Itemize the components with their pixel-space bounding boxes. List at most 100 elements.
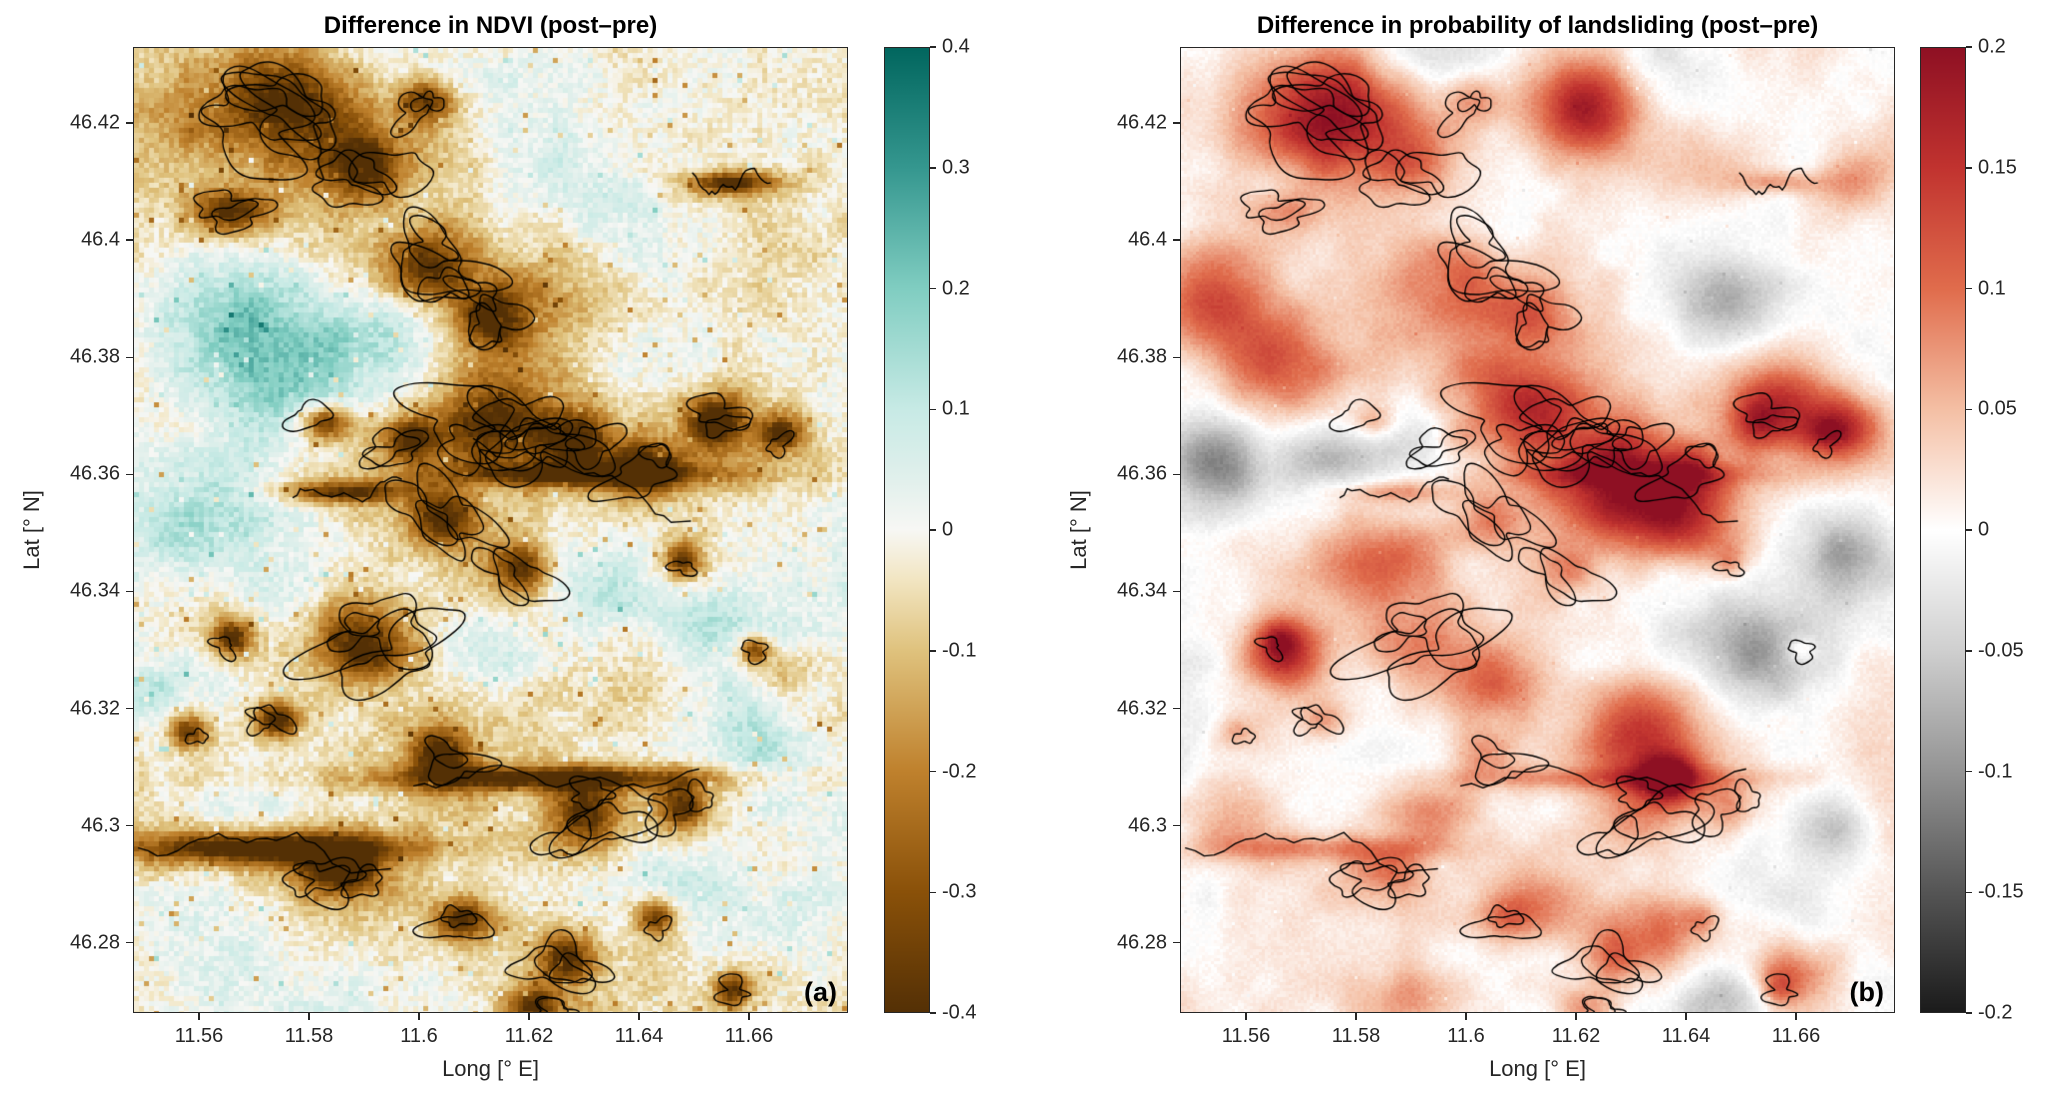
x-tick-label: 11.62 xyxy=(1551,1025,1601,1047)
y-tick-mark xyxy=(126,590,133,593)
x-tick-mark xyxy=(528,1013,530,1020)
y-tick-mark xyxy=(126,239,133,241)
x-tick-mark xyxy=(1355,1013,1357,1020)
colorbar-tick-mark xyxy=(1966,287,1972,290)
y-tick-mark xyxy=(1173,824,1180,827)
y-tick-mark xyxy=(1173,239,1180,241)
y-tick-mark xyxy=(126,824,133,827)
panel-a-map: (a) xyxy=(133,47,848,1013)
colorbar-tick-label: -0.3 xyxy=(942,880,977,903)
y-tick-mark xyxy=(126,941,133,944)
colorbar-tick-label: -0.1 xyxy=(942,639,977,662)
y-tick-label: 46.42 xyxy=(69,111,120,134)
colorbar-tick-mark xyxy=(930,770,936,773)
x-tick-mark xyxy=(1575,1013,1577,1020)
x-tick-label: 11.62 xyxy=(504,1025,554,1047)
y-tick-label: 46.36 xyxy=(69,462,120,485)
y-tick-label: 46.34 xyxy=(69,579,120,602)
colorbar-tick-mark xyxy=(1966,408,1972,410)
y-tick-mark xyxy=(1173,473,1180,476)
colorbar-tick-label: -0.15 xyxy=(1978,880,2024,903)
y-tick-label: 46.4 xyxy=(1128,228,1167,251)
x-tick-mark xyxy=(198,1013,200,1020)
x-tick-mark xyxy=(418,1013,420,1020)
y-tick-label: 46.34 xyxy=(1116,579,1167,602)
panel-b-heatmap-canvas xyxy=(1181,48,1894,1012)
y-tick-mark xyxy=(126,122,133,124)
y-tick-mark xyxy=(1173,941,1180,944)
y-tick-label: 46.42 xyxy=(1116,111,1167,134)
colorbar-tick-mark xyxy=(1966,770,1972,773)
panel-b-colorbar xyxy=(1920,47,1966,1013)
y-tick-mark xyxy=(1173,122,1180,124)
y-tick-label: 46.3 xyxy=(81,814,120,837)
panel-a-heatmap-canvas xyxy=(134,48,847,1012)
y-tick-label: 46.28 xyxy=(69,931,120,954)
colorbar-tick-label: 0.1 xyxy=(1978,277,2006,299)
panel-a-colorbar-gradient xyxy=(885,48,929,1012)
x-tick-mark xyxy=(748,1013,750,1020)
y-tick-mark xyxy=(1173,590,1180,593)
y-tick-label: 46.32 xyxy=(1116,697,1167,720)
y-tick-label: 46.38 xyxy=(69,345,120,368)
y-tick-label: 46.32 xyxy=(69,697,120,720)
colorbar-tick-mark xyxy=(930,529,936,531)
x-tick-label: 11.66 xyxy=(1771,1025,1821,1047)
colorbar-tick-mark xyxy=(1966,167,1972,169)
x-tick-label: 11.6 xyxy=(1447,1025,1485,1047)
y-tick-label: 46.28 xyxy=(1116,931,1167,954)
colorbar-tick-mark xyxy=(930,1012,936,1014)
colorbar-tick-mark xyxy=(1966,1012,1972,1014)
panel-b-label: (b) xyxy=(1849,977,1884,1007)
colorbar-tick-mark xyxy=(930,650,936,652)
colorbar-tick-label: 0.4 xyxy=(942,35,970,58)
colorbar-tick-label: 0.05 xyxy=(1978,397,2017,420)
y-tick-mark xyxy=(1173,356,1180,359)
colorbar-tick-mark xyxy=(930,167,936,169)
colorbar-tick-label: 0.2 xyxy=(1978,35,2006,58)
y-tick-label: 46.36 xyxy=(1116,462,1167,485)
colorbar-tick-label: -0.1 xyxy=(1978,760,2013,782)
colorbar-tick-mark xyxy=(930,408,936,410)
panel-a-label: (a) xyxy=(804,977,837,1007)
y-tick-mark xyxy=(126,707,133,710)
y-tick-mark xyxy=(1173,707,1180,710)
colorbar-tick-label: 0 xyxy=(942,518,954,541)
colorbar-tick-mark xyxy=(930,46,936,48)
colorbar-tick-label: 0 xyxy=(1978,518,1990,541)
colorbar-tick-label: -0.2 xyxy=(942,760,977,782)
y-tick-mark xyxy=(126,356,133,359)
x-tick-mark xyxy=(638,1013,640,1020)
x-tick-label: 11.58 xyxy=(284,1025,334,1047)
colorbar-tick-label: -0.2 xyxy=(1978,1001,2013,1024)
x-tick-mark xyxy=(1245,1013,1247,1020)
x-tick-label: 11.56 xyxy=(174,1025,224,1047)
colorbar-tick-label: 0.1 xyxy=(942,397,970,420)
colorbar-tick-mark xyxy=(930,891,936,893)
colorbar-tick-label: 0.3 xyxy=(942,156,970,179)
panel-a-title: Difference in NDVI (post–pre) xyxy=(323,12,658,39)
panel-a-x-axis-label: Long [° E] xyxy=(442,1056,539,1081)
x-tick-label: 11.64 xyxy=(614,1025,664,1047)
y-tick-mark xyxy=(126,473,133,476)
x-tick-label: 11.66 xyxy=(724,1025,774,1047)
colorbar-tick-label: 0.15 xyxy=(1978,156,2017,179)
colorbar-tick-label: -0.05 xyxy=(1978,639,2024,662)
x-tick-label: 11.56 xyxy=(1221,1025,1271,1047)
x-tick-mark xyxy=(1685,1013,1687,1020)
panel-b-title: Difference in probability of landsliding… xyxy=(1256,12,1819,39)
colorbar-tick-mark xyxy=(930,287,936,290)
colorbar-tick-mark xyxy=(1966,529,1972,531)
colorbar-tick-label: 0.2 xyxy=(942,277,970,299)
colorbar-tick-mark xyxy=(1966,46,1972,48)
x-tick-label: 11.6 xyxy=(400,1025,438,1047)
x-tick-mark xyxy=(308,1013,310,1020)
y-tick-label: 46.38 xyxy=(1116,345,1167,368)
panel-b-colorbar-gradient xyxy=(1921,48,1965,1012)
colorbar-tick-label: -0.4 xyxy=(942,1001,977,1024)
y-tick-label: 46.4 xyxy=(81,228,120,251)
x-tick-mark xyxy=(1465,1013,1467,1020)
panel-b-map: (b) xyxy=(1180,47,1895,1013)
panel-b-y-axis-label: Lat [° N] xyxy=(1066,490,1091,570)
